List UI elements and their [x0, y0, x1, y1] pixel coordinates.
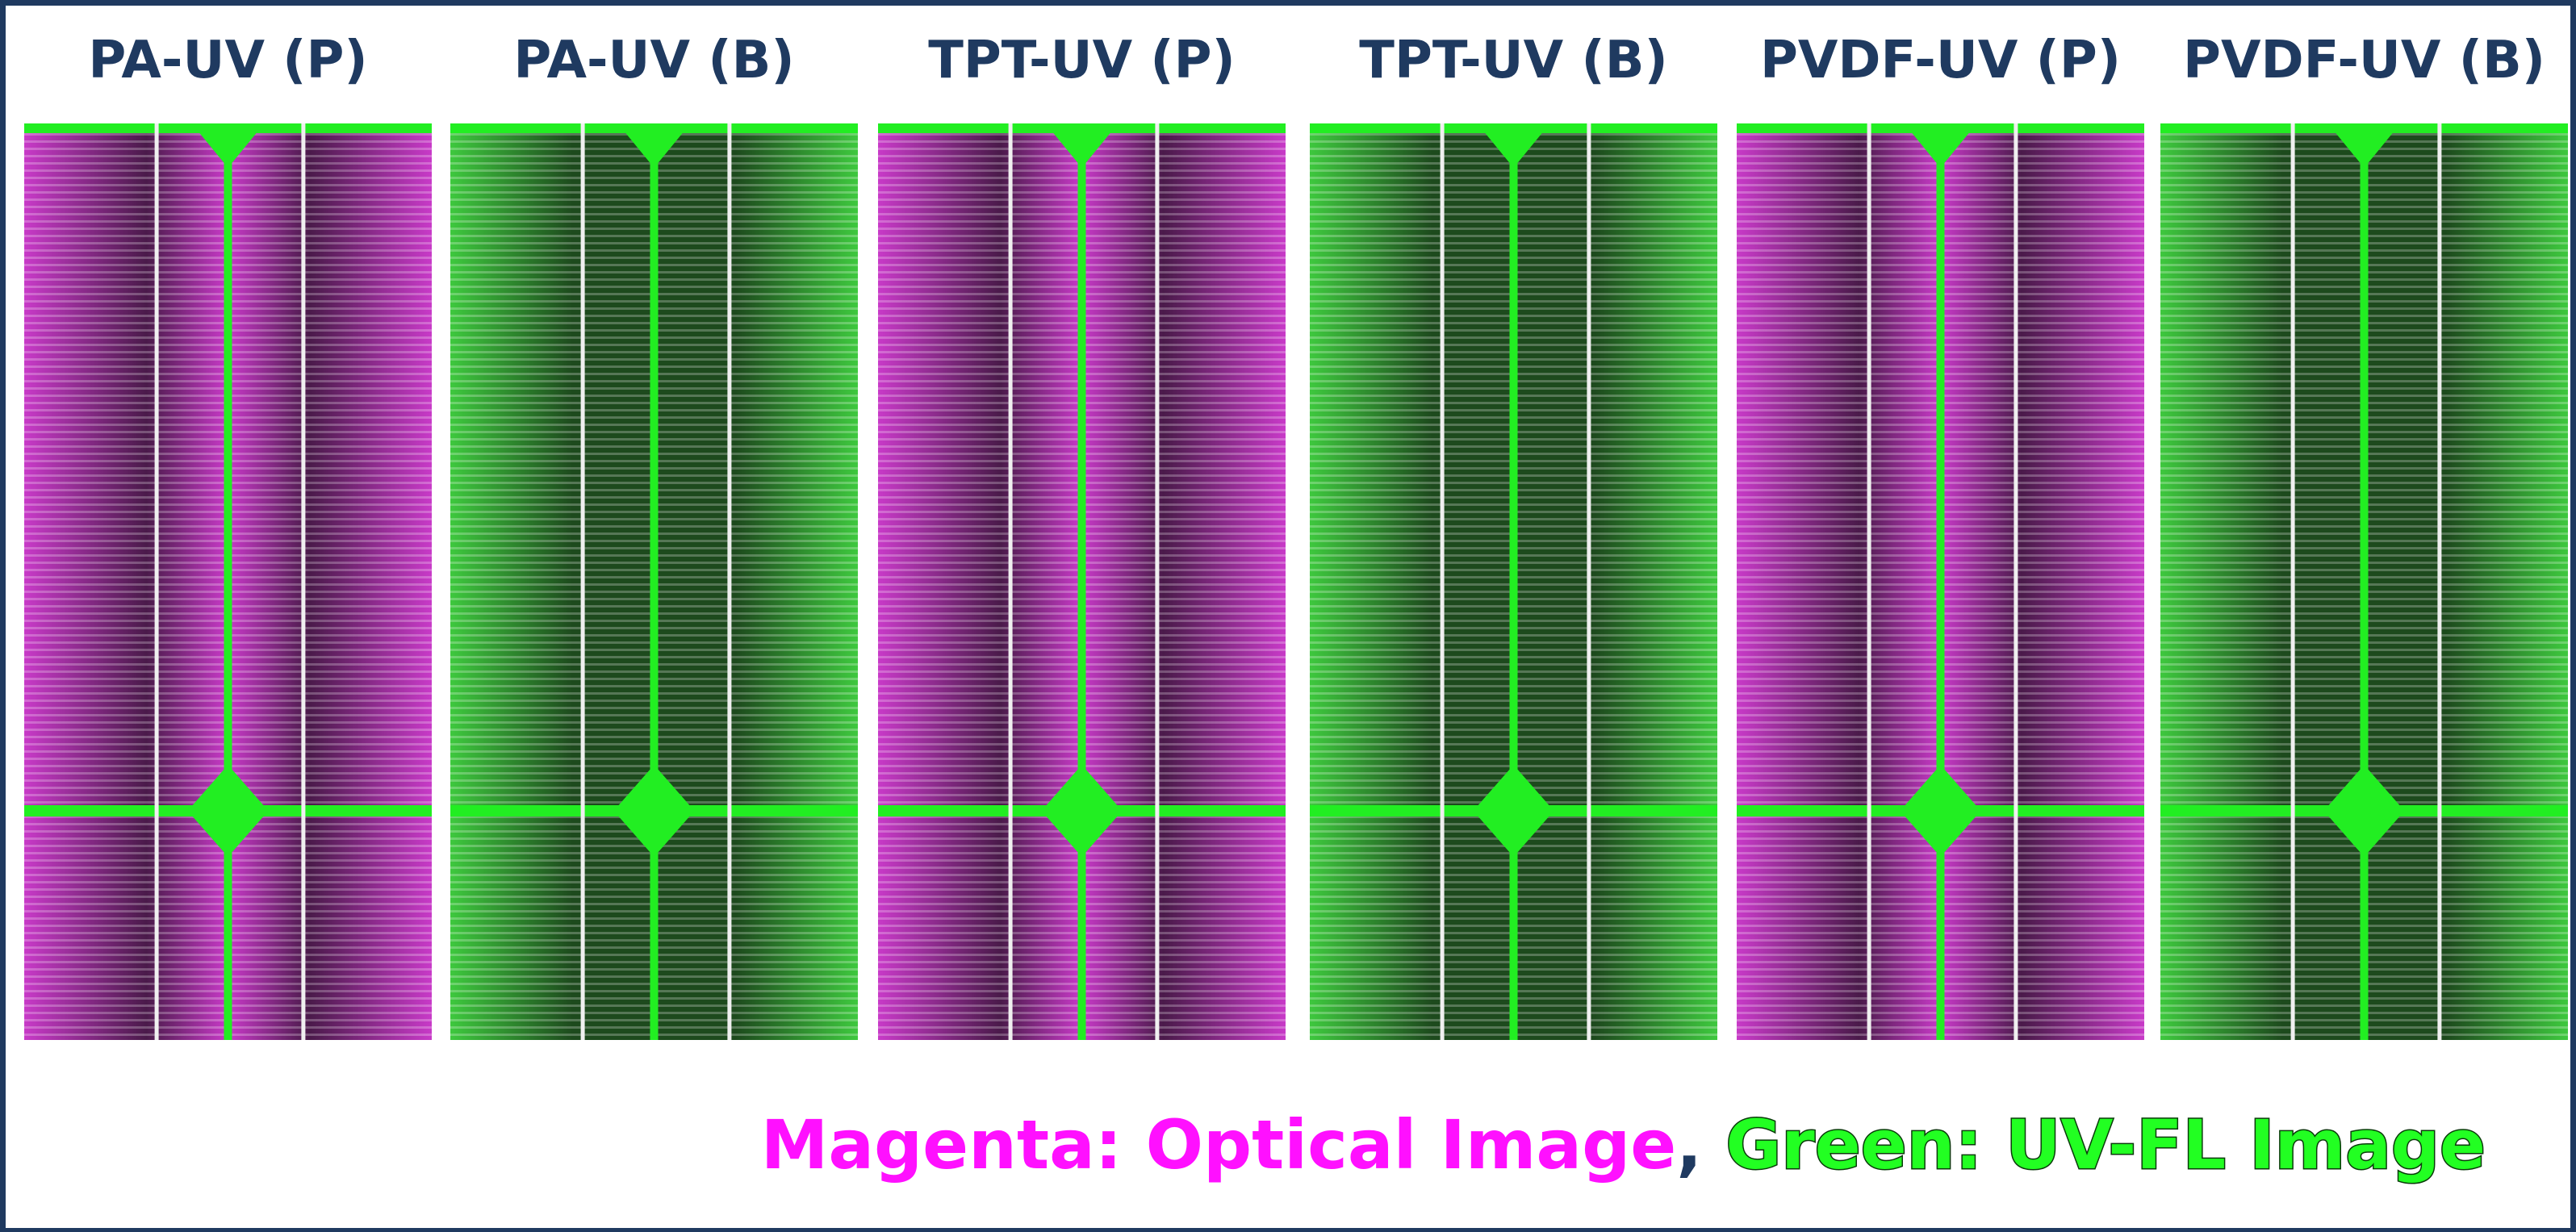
panel-label: PVDF-UV (B) [2160, 31, 2568, 90]
panel-label: TPT-UV (B) [1310, 31, 1717, 90]
caption: Magenta: Optical Image, Green: UV-FL Ima… [761, 1105, 2486, 1184]
panel-label: PVDF-UV (P) [1737, 31, 2144, 90]
solar-cell-image [2160, 123, 2568, 1040]
panel-label: TPT-UV (P) [878, 31, 1286, 90]
caption-green: Green: UV-FL Image [1725, 1105, 2486, 1184]
solar-cell-image [450, 123, 858, 1040]
solar-cell-image [878, 123, 1286, 1040]
caption-separator: , [1676, 1105, 1702, 1184]
solar-cell-image [24, 123, 432, 1040]
panel-label: PA-UV (B) [450, 31, 858, 90]
caption-magenta: Magenta: Optical Image [761, 1105, 1676, 1184]
solar-cell-image [1737, 123, 2144, 1040]
panel-label: PA-UV (P) [24, 31, 432, 90]
solar-cell-image [1310, 123, 1717, 1040]
